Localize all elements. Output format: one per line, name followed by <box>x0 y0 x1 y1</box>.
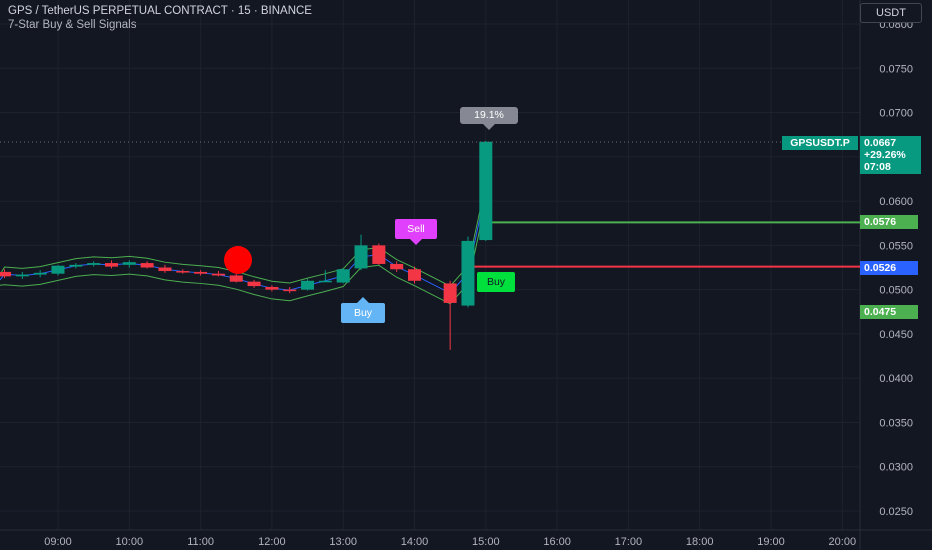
price-tick-label: 0.0450 <box>879 329 913 341</box>
candle-down[interactable] <box>158 267 172 272</box>
symbol-tag: GPSUSDT.P <box>782 136 858 150</box>
candle-down[interactable] <box>247 281 261 287</box>
price-tick-label: 0.0600 <box>879 196 913 208</box>
middle-band <box>0 190 487 294</box>
buy-signal-green-label: Buy <box>486 276 506 288</box>
candle-down[interactable] <box>408 269 421 281</box>
candle-up[interactable] <box>69 264 83 267</box>
candle-up[interactable] <box>51 265 65 274</box>
candle-up[interactable] <box>301 280 315 290</box>
candle-up[interactable] <box>354 245 368 269</box>
time-tick-label: 15:00 <box>472 536 500 548</box>
candle-down[interactable] <box>176 271 190 273</box>
candle-up[interactable] <box>336 269 350 283</box>
candle-up[interactable] <box>87 263 101 265</box>
candle-up[interactable] <box>461 240 475 306</box>
time-tick-label: 19:00 <box>757 536 785 548</box>
red-dot-marker <box>224 246 252 274</box>
chart-header: GPS / TetherUS PERPETUAL CONTRACT · 15 ·… <box>8 4 312 32</box>
time-axis[interactable]: 09:00 10:00 11:00 12:00 13:00 14:00 15:00 16:00… <box>44 536 856 548</box>
last-price-tag: 0.0667 +29.26% 07:08 <box>860 136 921 174</box>
signal-levels <box>470 221 860 268</box>
price-tick-label: 0.0300 <box>879 462 913 474</box>
price-tick-label: 0.0700 <box>879 108 913 120</box>
pct-pointer <box>483 124 495 130</box>
price-tick-label: 0.0350 <box>879 417 913 429</box>
candle-up[interactable] <box>15 274 29 277</box>
indicator-name[interactable]: 7-Star Buy & Sell Signals <box>8 19 137 31</box>
candle-down[interactable] <box>372 245 386 264</box>
price-change: +29.26% <box>864 149 906 161</box>
candle-down[interactable] <box>229 275 243 282</box>
time-tick-label: 13:00 <box>329 536 357 548</box>
buy-signal-blue: Buy <box>341 297 385 323</box>
price-tick-label: 0.0250 <box>879 506 913 518</box>
upper-band <box>0 183 487 287</box>
candle-down[interactable] <box>265 286 279 290</box>
indicator-bands <box>0 183 487 305</box>
time-tick-label: 09:00 <box>44 536 72 548</box>
candle-down[interactable] <box>283 289 297 292</box>
last-price: 0.0667 <box>864 137 897 149</box>
candle-up[interactable] <box>33 272 47 275</box>
candle-down[interactable] <box>0 271 12 277</box>
candle-down[interactable] <box>104 263 118 267</box>
time-tick-label: 16:00 <box>543 536 571 548</box>
price-tick-label: 0.0550 <box>879 240 913 252</box>
time-tick-label: 11:00 <box>187 536 214 548</box>
green-level-tag: 0.0576 <box>860 215 918 229</box>
lower-band <box>0 201 487 305</box>
red-level-tag: 0.0526 <box>860 261 918 275</box>
candle-down[interactable] <box>211 273 225 276</box>
pct-label: 19.1% <box>460 107 518 130</box>
time-tick-label: 12:00 <box>258 536 286 548</box>
sell-signal: Sell <box>395 219 437 245</box>
sell-signal-label: Sell <box>407 223 425 235</box>
time-tick-label: 14:00 <box>401 536 429 548</box>
bar-countdown: 07:08 <box>864 161 891 173</box>
buy-pointer <box>357 297 369 303</box>
candle-up[interactable] <box>122 262 136 265</box>
time-tick-label: 17:00 <box>615 536 643 548</box>
symbol-title: GPS / TetherUS PERPETUAL CONTRACT · 15 ·… <box>8 5 312 17</box>
candles[interactable] <box>0 140 493 350</box>
buy-signal-green: Buy <box>477 272 515 292</box>
candle-up[interactable] <box>318 280 332 283</box>
green-low-level-tag: 0.0475 <box>860 305 918 319</box>
candle-down[interactable] <box>390 263 404 270</box>
pct-label-text: 19.1% <box>474 109 504 121</box>
candle-down[interactable] <box>443 283 457 303</box>
candle-up[interactable] <box>479 141 493 241</box>
price-tick-label: 0.0750 <box>879 63 913 75</box>
currency-button[interactable]: USDT <box>860 3 922 23</box>
time-tick-label: 20:00 <box>829 536 857 548</box>
price-tick-label: 0.0400 <box>879 373 913 385</box>
sell-pointer <box>410 239 422 245</box>
buy-signal-blue-label: Buy <box>353 307 373 319</box>
price-tick-label: 0.0500 <box>879 285 913 297</box>
time-tick-label: 10:00 <box>116 536 144 548</box>
candle-down[interactable] <box>140 263 154 268</box>
time-tick-label: 18:00 <box>686 536 714 548</box>
candle-down[interactable] <box>194 271 208 274</box>
